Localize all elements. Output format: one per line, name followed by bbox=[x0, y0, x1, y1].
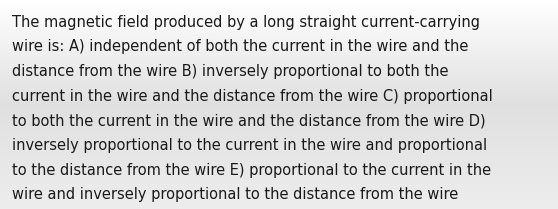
Text: The magnetic field produced by a long straight current-carrying: The magnetic field produced by a long st… bbox=[12, 15, 480, 30]
Text: wire is: A) independent of both the current in the wire and the: wire is: A) independent of both the curr… bbox=[12, 39, 469, 54]
Text: inversely proportional to the current in the wire and proportional: inversely proportional to the current in… bbox=[12, 138, 487, 153]
Text: current in the wire and the distance from the wire C) proportional: current in the wire and the distance fro… bbox=[12, 89, 493, 104]
Text: to the distance from the wire E) proportional to the current in the: to the distance from the wire E) proport… bbox=[12, 163, 492, 178]
Text: wire and inversely proportional to the distance from the wire: wire and inversely proportional to the d… bbox=[12, 187, 459, 202]
Text: distance from the wire B) inversely proportional to both the: distance from the wire B) inversely prop… bbox=[12, 64, 449, 79]
Text: to both the current in the wire and the distance from the wire D): to both the current in the wire and the … bbox=[12, 113, 486, 128]
